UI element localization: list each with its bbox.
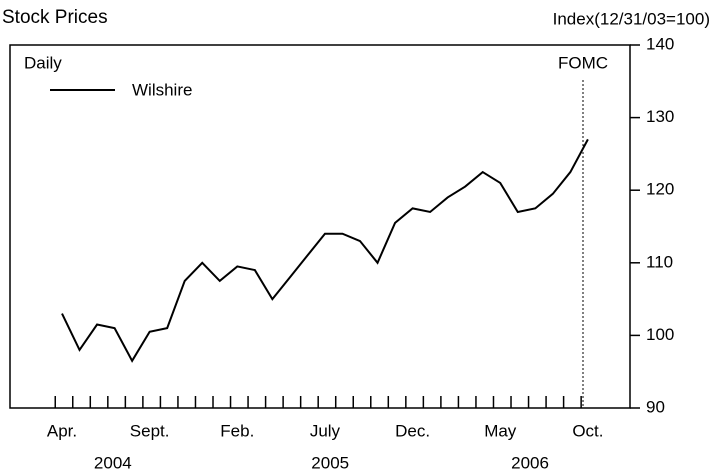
x-tick-label: Apr. <box>47 421 77 440</box>
legend-label: Wilshire <box>132 80 192 99</box>
chart-title: Stock Prices <box>2 7 108 28</box>
series-line <box>61 138 589 363</box>
y-tick-label: 110 <box>646 252 673 271</box>
y-tick-label: 90 <box>646 397 665 416</box>
event-label: FOMC <box>558 53 608 72</box>
y-tick-label: 130 <box>646 107 674 126</box>
x-tick-label: July <box>310 421 341 440</box>
y-tick-label: 100 <box>646 325 674 344</box>
y-tick-label: 120 <box>646 180 674 199</box>
x-tick-label: Sept. <box>130 421 170 440</box>
year-label: 2005 <box>311 453 349 472</box>
x-tick-label: May <box>484 421 517 440</box>
x-tick-label: Dec. <box>395 421 430 440</box>
y-axis-label: Index(12/31/03=100) <box>553 9 710 28</box>
x-tick-label: Feb. <box>220 421 254 440</box>
plot-frame <box>9 44 631 409</box>
year-label: 2006 <box>511 453 549 472</box>
year-label: 2004 <box>94 453 132 472</box>
x-tick-label: Oct. <box>572 421 603 440</box>
y-tick-label: 140 <box>646 34 674 53</box>
frequency-label: Daily <box>24 53 62 72</box>
